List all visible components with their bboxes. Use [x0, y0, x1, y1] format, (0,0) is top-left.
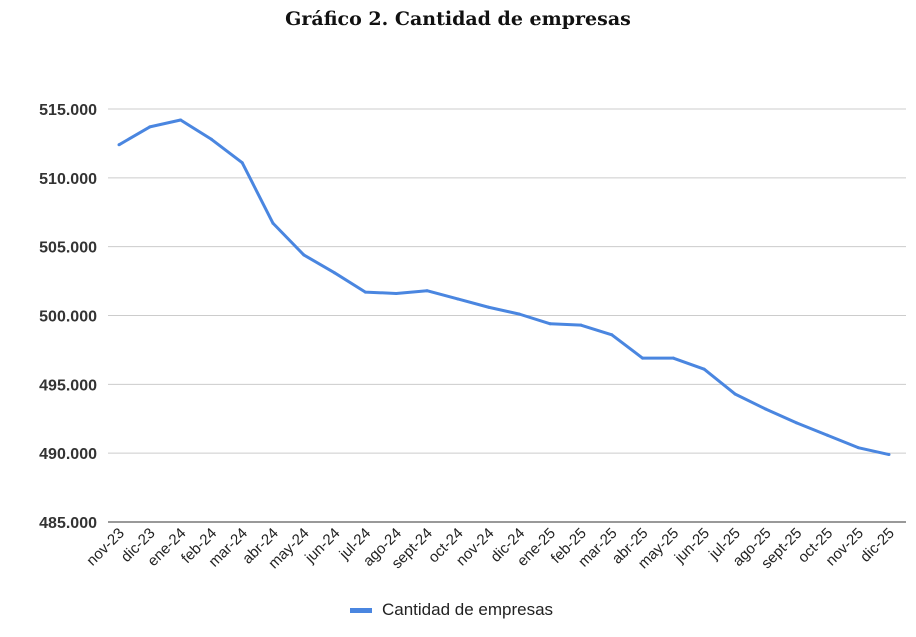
data-point — [856, 446, 860, 450]
y-tick-label: 495.000 — [39, 377, 97, 394]
data-point — [456, 297, 460, 301]
data-point — [671, 356, 675, 360]
y-tick-label: 500.000 — [39, 309, 97, 326]
data-point — [610, 333, 614, 337]
data-point — [117, 143, 121, 147]
y-tick-label: 510.000 — [39, 171, 97, 188]
data-point — [179, 118, 183, 122]
data-point — [579, 323, 583, 327]
data-point — [795, 421, 799, 425]
y-tick-label: 485.000 — [39, 515, 97, 532]
legend-label: Cantidad de empresas — [382, 600, 554, 619]
y-tick-label: 490.000 — [39, 446, 97, 463]
y-tick-label: 505.000 — [39, 240, 97, 257]
data-point — [425, 289, 429, 293]
data-point — [271, 221, 275, 225]
data-point — [517, 312, 521, 316]
chart-title: Gráfico 2. Cantidad de empresas — [285, 8, 631, 30]
data-point — [209, 137, 213, 141]
x-tick-label: jun-25 — [671, 525, 713, 567]
data-point — [641, 356, 645, 360]
y-tick-label: 515.000 — [39, 102, 97, 119]
legend-swatch — [350, 607, 372, 613]
data-point — [548, 322, 552, 326]
line-chart: 485.000 490.000 495.000 500.000 505.000 510.0… — [39, 102, 906, 572]
x-tick-label: dic-25 — [857, 525, 898, 566]
x-tick-label: jun-24 — [301, 525, 343, 567]
data-point — [333, 271, 337, 275]
data-point — [887, 453, 891, 457]
data-point — [702, 367, 706, 371]
data-point — [302, 253, 306, 257]
series-line — [118, 118, 890, 457]
legend: Cantidad de empresas — [350, 600, 553, 620]
data-point — [487, 305, 491, 309]
data-point — [148, 125, 152, 129]
data-point — [764, 407, 768, 411]
data-point — [394, 291, 398, 295]
data-point — [240, 161, 244, 165]
data-point — [733, 392, 737, 396]
data-point — [825, 433, 829, 437]
data-point — [363, 290, 367, 294]
